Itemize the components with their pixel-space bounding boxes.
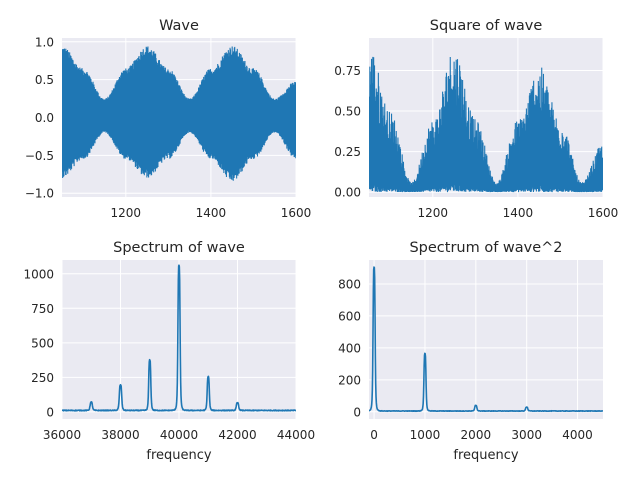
grid-spectrum	[61, 260, 297, 419]
grid-square	[369, 38, 604, 197]
spectrum2-series-line	[369, 266, 603, 413]
x-tick-label: 1600	[281, 206, 312, 220]
y-tick-label: 1.0	[35, 35, 54, 49]
y-tick-label: 400	[338, 341, 361, 355]
y-tick-label: 0.25	[334, 145, 361, 159]
y-tick-label: 0	[46, 405, 54, 419]
x-tick-label: 3000	[511, 428, 542, 442]
x-tick-label: 36000	[43, 428, 81, 442]
x-axis-label-spectrum2: frequency	[453, 448, 519, 463]
y-tick-label: 250	[31, 371, 54, 385]
x-tick-label: 1200	[418, 206, 449, 220]
x-tick-label: 0	[370, 428, 378, 442]
chart-title-spectrum2: Spectrum of wave^2	[409, 240, 562, 256]
y-tick-label: 0.00	[334, 186, 361, 200]
x-axis-label-spectrum: frequency	[146, 448, 212, 463]
y-tick-label: 800	[338, 277, 361, 291]
chart-title-wave: Wave	[159, 18, 199, 34]
y-tick-labels-spectrum2: 0 200 400 600 800	[338, 277, 361, 419]
y-tick-label: 0.0	[35, 111, 54, 125]
y-tick-label: 600	[338, 309, 361, 323]
y-tick-label: 0	[353, 405, 361, 419]
x-tick-label: 4000	[562, 428, 593, 442]
y-tick-labels-spectrum: 0 250 500 750 1000	[23, 267, 54, 419]
y-tick-label: 750	[31, 302, 54, 316]
y-tick-labels-square: 0.00 0.25 0.50 0.75	[334, 64, 361, 200]
y-tick-label: −0.5	[25, 149, 54, 163]
x-tick-label: 38000	[101, 428, 139, 442]
panel-spectrum2: Spectrum of wave^2 frequency 0 1000 2000 30…	[338, 240, 603, 463]
x-tick-label: 1000	[410, 428, 441, 442]
y-tick-label: 1000	[23, 267, 54, 281]
axes-background-spectrum2	[369, 260, 603, 419]
x-tick-label: 1600	[588, 206, 619, 220]
panel-wave: Wave 1200 1400 1600 −1.0 −0.5 0.0 0.5 1.0	[25, 18, 311, 220]
x-tick-label: 44000	[277, 428, 315, 442]
y-tick-label: −1.0	[25, 187, 54, 201]
x-tick-label: 40000	[160, 428, 198, 442]
square-series-line	[369, 56, 603, 193]
x-tick-label: 42000	[218, 428, 256, 442]
chart-title-spectrum: Spectrum of wave	[113, 240, 245, 256]
y-tick-label: 0.75	[334, 64, 361, 78]
x-tick-label: 1200	[111, 206, 142, 220]
chart-title-square: Square of wave	[430, 18, 543, 34]
panel-spectrum: Spectrum of wave frequency 36000 38000 400…	[23, 240, 315, 463]
wave-series-line	[62, 46, 296, 181]
y-tick-label: 200	[338, 373, 361, 387]
y-tick-label: 0.50	[334, 105, 361, 119]
y-tick-labels-wave: −1.0 −0.5 0.0 0.5 1.0	[25, 35, 54, 200]
x-tick-label: 1400	[503, 206, 534, 220]
panel-square: Square of wave 1200 1400 1600 0.00 0.25 0.50…	[334, 18, 618, 220]
spectrum-series-line	[62, 264, 296, 412]
x-tick-label: 2000	[461, 428, 492, 442]
x-tick-labels-spectrum: 36000 38000 40000 42000 44000	[43, 428, 315, 442]
x-tick-label: 1400	[196, 206, 227, 220]
x-tick-labels-square: 1200 1400 1600	[418, 206, 619, 220]
y-tick-label: 0.5	[35, 73, 54, 87]
y-tick-label: 500	[31, 336, 54, 350]
x-tick-labels-wave: 1200 1400 1600	[111, 206, 312, 220]
x-tick-labels-spectrum2: 0 1000 2000 3000 4000	[370, 428, 593, 442]
